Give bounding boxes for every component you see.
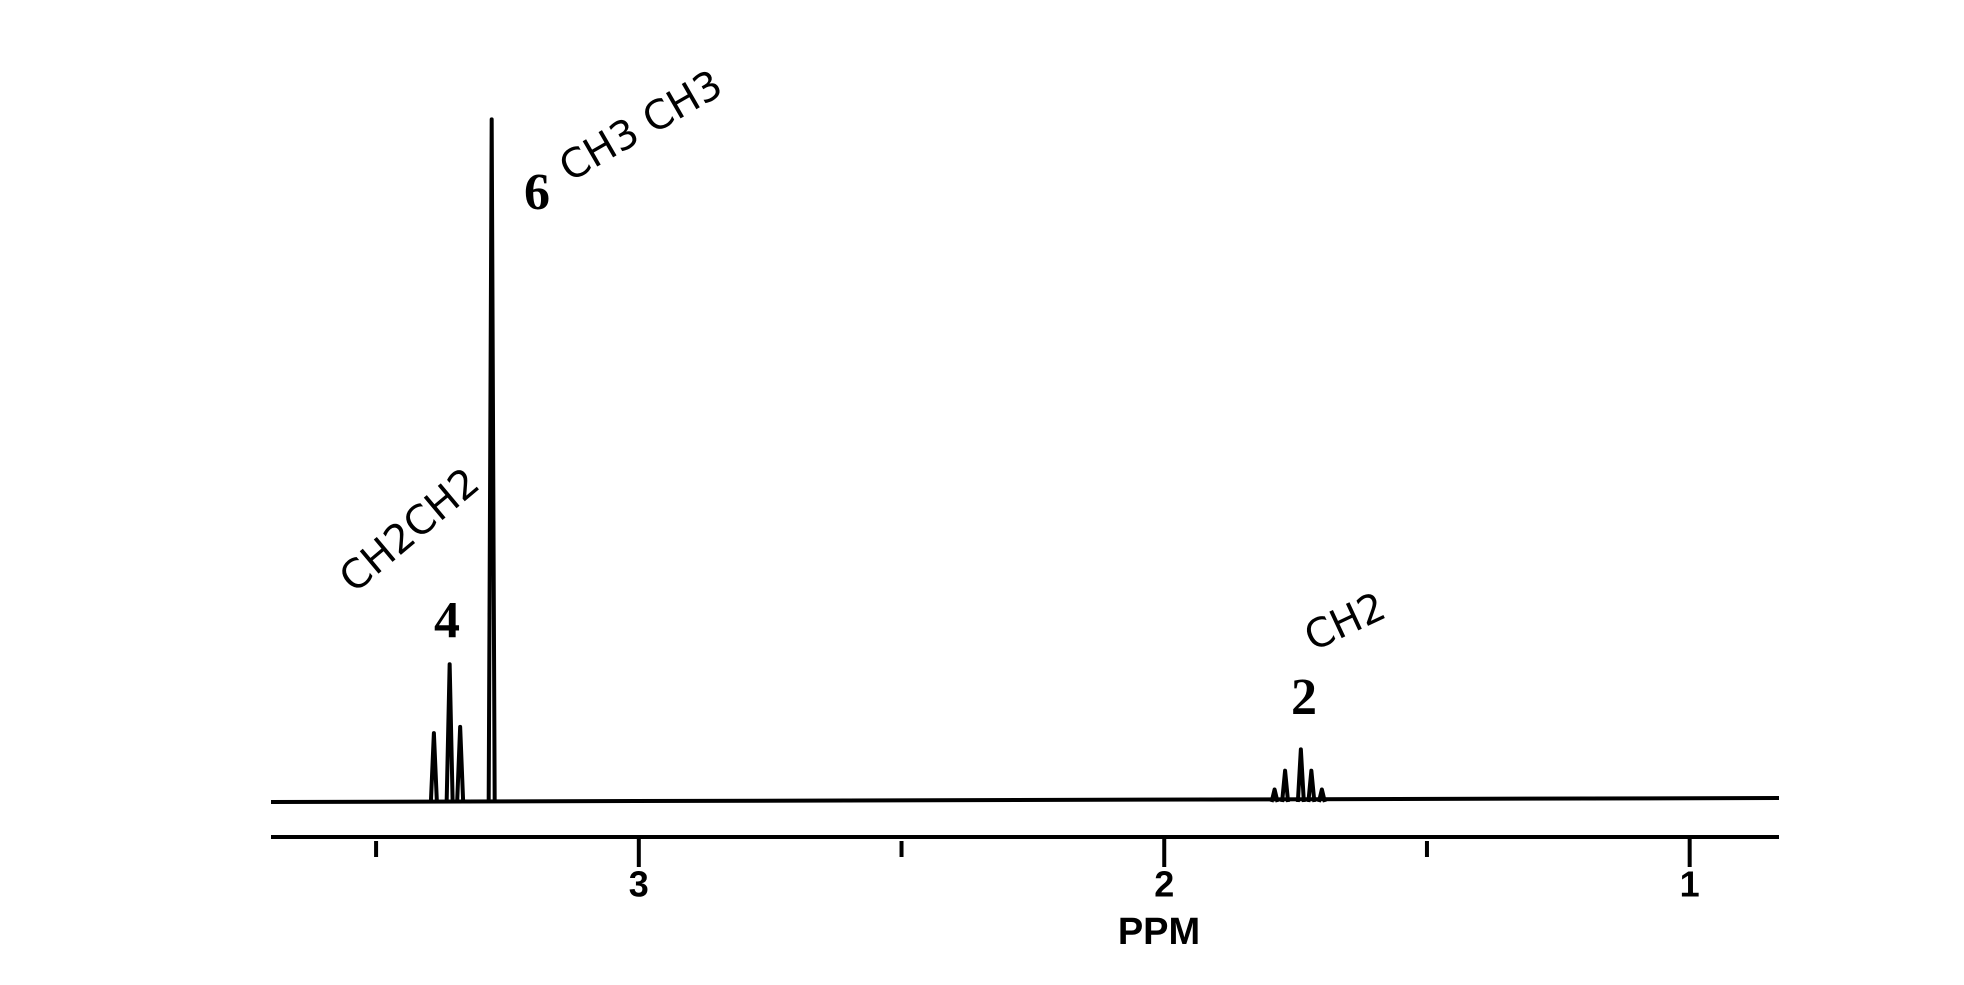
peak [486, 117, 497, 803]
x-axis-label: PPM [1118, 911, 1200, 953]
spectrum-baseline [270, 796, 1780, 804]
annotation: 2 [1291, 669, 1317, 726]
x-tick-label: 3 [629, 864, 649, 905]
peak [455, 724, 466, 803]
peak [444, 662, 455, 803]
annotation: 4 [434, 592, 460, 649]
x-tick-label: 2 [1154, 864, 1174, 905]
peak [1295, 747, 1306, 803]
peak [1269, 787, 1280, 803]
peak [1316, 787, 1327, 803]
annotation: 6 [524, 164, 550, 221]
peak [1280, 768, 1291, 803]
peak [428, 731, 439, 803]
peak [1306, 768, 1317, 803]
x-tick-label: 1 [1680, 864, 1700, 905]
